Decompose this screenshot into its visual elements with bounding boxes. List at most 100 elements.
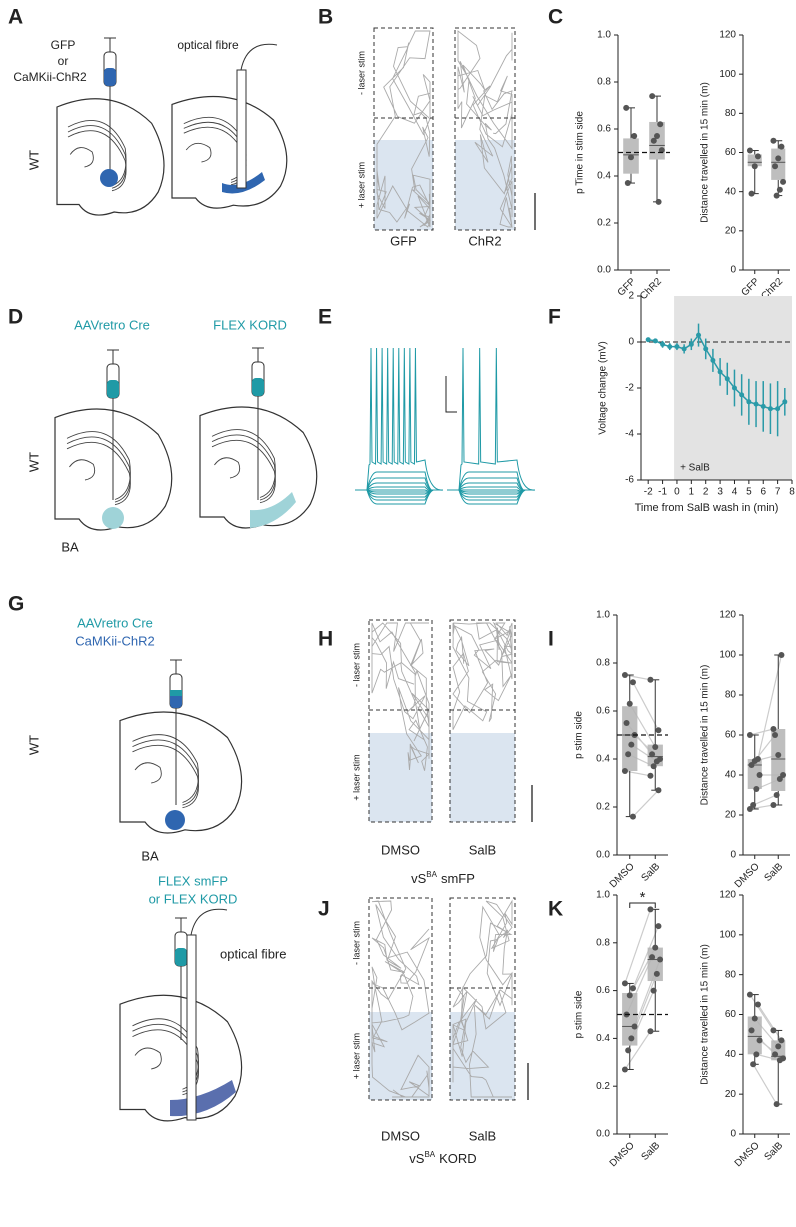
point: [772, 1051, 779, 1058]
target: [165, 810, 185, 830]
x-tick-label: SalB: [640, 861, 663, 884]
x-axis-label: Time from SalB wash in (min): [635, 502, 779, 514]
label: FLEX KORD: [213, 317, 287, 332]
point: [773, 192, 780, 199]
y-tick-label: 0.2: [597, 218, 611, 229]
brain-fold: [67, 125, 127, 189]
label: - laser stim: [356, 51, 366, 95]
point: [778, 652, 785, 658]
pair-line: [752, 1063, 778, 1105]
y-tick-label: 0.8: [597, 77, 611, 88]
label: - laser stim: [351, 643, 361, 687]
y-tick-label: 20: [725, 810, 737, 821]
x-tick-label: 1: [689, 487, 695, 498]
y-tick-label: 0: [628, 337, 634, 348]
point: [753, 786, 760, 792]
label: WT: [26, 735, 41, 755]
y-tick-label: 80: [725, 690, 737, 701]
x-tick-label: 3: [717, 487, 723, 498]
y-tick-label: 80: [725, 969, 737, 980]
scale-bar: [445, 376, 457, 413]
point: [778, 143, 785, 150]
point: [770, 726, 777, 732]
point: [724, 376, 730, 382]
point: [623, 104, 630, 111]
y-tick-label: 0.6: [596, 706, 610, 717]
brain-outline: [56, 98, 165, 216]
y-tick-label: 120: [719, 890, 736, 901]
point: [628, 154, 634, 161]
x-tick-label: 2: [703, 487, 709, 498]
point: [775, 406, 781, 412]
point: [629, 985, 636, 992]
caption-part: vS: [411, 871, 427, 886]
y-tick-label: 100: [719, 69, 736, 80]
point: [660, 341, 666, 347]
point: [626, 700, 633, 707]
x-tick-label: ChR2: [638, 276, 664, 302]
point: [778, 1037, 785, 1044]
x-tick-label: GFP: [739, 276, 762, 299]
point: [621, 1066, 628, 1073]
stim-zone: [450, 1012, 515, 1100]
x-tick-label: 4: [732, 487, 738, 498]
shade-label: + SalB: [680, 463, 710, 474]
point: [717, 369, 723, 375]
point: [746, 399, 752, 405]
target: [102, 507, 124, 529]
arena: [368, 897, 433, 1101]
point: [681, 346, 687, 352]
significance-bracket: [629, 902, 656, 908]
point: [655, 923, 662, 930]
point: [647, 772, 654, 779]
group-label: ChR2: [468, 233, 501, 248]
box: [747, 1016, 762, 1055]
point: [696, 332, 702, 338]
point: [650, 137, 657, 144]
trace: [447, 347, 536, 491]
point: [780, 772, 787, 778]
pair-line: [632, 789, 659, 818]
y-tick-label: 0.6: [597, 124, 611, 135]
brain-fold: [211, 439, 276, 504]
target: [100, 169, 118, 187]
y-tick-label: 80: [725, 108, 737, 119]
point: [754, 1001, 761, 1008]
brain-fold: [66, 431, 131, 500]
x-tick-label: DMSO: [733, 861, 762, 890]
brain-fold: [185, 142, 212, 163]
brain-fold: [69, 459, 96, 481]
y-tick-label: 0.4: [596, 754, 610, 765]
y-tick-label: -4: [625, 429, 634, 440]
point: [649, 93, 656, 100]
brain-fold: [211, 429, 276, 498]
trajectory: [371, 900, 430, 1098]
pair-line: [632, 925, 660, 989]
point: [748, 762, 755, 768]
pair-line: [624, 1030, 651, 1070]
label: - laser stim: [351, 921, 361, 965]
point: [776, 776, 783, 782]
point: [631, 1023, 638, 1030]
liquid: [175, 948, 187, 966]
point: [655, 198, 662, 205]
y-tick-label: 0.2: [596, 802, 610, 813]
label: AAVretro Cre: [77, 615, 153, 630]
brain-fold: [66, 436, 131, 503]
fibre-cable: [190, 908, 228, 936]
point: [746, 806, 753, 812]
y-tick-label: -6: [625, 475, 634, 486]
label: + laser stim: [356, 162, 366, 208]
x-tick-label: 7: [775, 487, 781, 498]
pair-line: [757, 1004, 782, 1041]
stim-zone: [450, 733, 515, 822]
group-label: DMSO: [381, 1128, 420, 1143]
point: [621, 672, 628, 678]
point: [645, 337, 651, 343]
point: [770, 1027, 777, 1034]
y-tick-label: 1.0: [596, 610, 610, 621]
brain-fold: [134, 762, 162, 784]
x-tick-label: 0: [674, 487, 680, 498]
y-tick-label: 20: [725, 1089, 737, 1100]
y-axis-label: p stim side: [574, 711, 585, 759]
